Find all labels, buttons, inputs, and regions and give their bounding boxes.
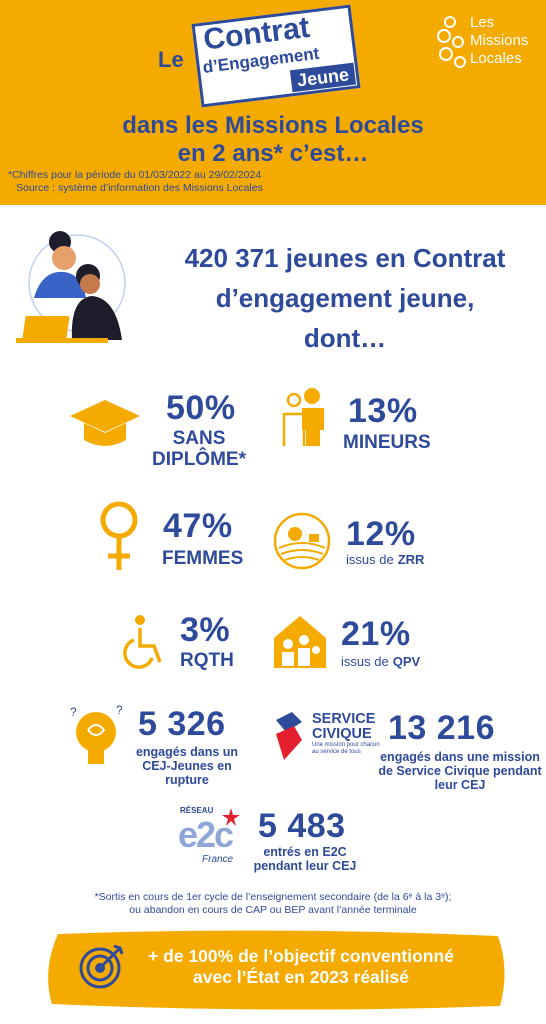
svg-text:?: ?	[70, 705, 77, 719]
e2c-star	[222, 808, 240, 826]
icon-rural	[273, 512, 331, 570]
note-line: Source : système d’information des Missi…	[16, 182, 263, 194]
footnote-line: *Sortis en cours de 1er cycle de l’ensei…	[94, 891, 452, 903]
subtitle: dans les Missions Locales en 2 ans* c’es…	[0, 112, 546, 168]
stat-label: issus de QPV	[341, 654, 420, 670]
logo-line: e2c	[178, 814, 234, 855]
intro-line: 420 371 jeunes en Contrat	[184, 243, 506, 273]
stat-value: 5 483	[258, 807, 346, 845]
icon-female	[100, 501, 138, 570]
subtitle-line: dans les Missions Locales	[122, 112, 424, 139]
stat-value: 13%	[348, 392, 418, 430]
icon-graduation	[70, 400, 140, 446]
logo-line: au service de tous	[312, 749, 361, 755]
stat-label-line: DIPLÔME*	[152, 449, 246, 470]
stat-label-line: RQTH	[180, 650, 234, 671]
footnote-line: ou abandon en cours de CAP ou BEP avant …	[129, 904, 417, 916]
note-line: *Chiffres pour la période du 01/03/2022 …	[8, 169, 262, 181]
stat-label: SANS DIPLÔME*	[146, 428, 252, 470]
stat-label-prefix: issus de	[341, 654, 389, 669]
illustration	[16, 231, 126, 343]
stat-label: engagés dans une mission de Service Civi…	[378, 750, 542, 792]
banner-text: + de 100% de l’objectif conventionné ave…	[128, 946, 474, 988]
icon-brain-bulb: ??	[70, 703, 123, 764]
logo-line: Une mission pour chacun	[312, 742, 380, 748]
icon-minors	[282, 388, 324, 446]
logo-line: RÉSEAU	[180, 806, 214, 815]
stat-label-line: engagés dans une mission	[380, 750, 540, 764]
logo-line: France	[202, 854, 234, 865]
stat-value: 13 216	[388, 709, 495, 747]
stat-label-line: engagés dans un	[135, 745, 239, 759]
stat-label: engagés dans un CEJ-Jeunes en rupture	[134, 745, 240, 787]
e2c-logo: RÉSEAU e2c France	[176, 806, 246, 870]
stat-value: 50%	[166, 389, 236, 427]
logo-line: CIVIQUE	[312, 726, 372, 742]
stat-label-line: rupture	[165, 773, 209, 787]
stat-value: 5 326	[138, 705, 226, 743]
stat-label-strong: ZRR	[397, 552, 425, 567]
header-le: Le	[158, 47, 184, 72]
intro-line: d’engagement jeune,	[215, 283, 475, 313]
intro: 420 371 jeunes en Contrat d’engagement j…	[155, 238, 535, 358]
stat-label-line: CEJ-Jeunes en	[142, 759, 232, 773]
banner-shape	[48, 930, 505, 1010]
stat-label-strong: QPV	[392, 654, 421, 669]
banner-line: + de 100% de l’objectif conventionné	[148, 946, 454, 966]
logo-line: Missions	[470, 32, 529, 49]
stat-label-line: leur CEJ	[434, 778, 486, 792]
stat-value: 12%	[346, 515, 416, 553]
logo-line: Locales	[470, 50, 522, 67]
stat-label: issus de ZRR	[346, 552, 424, 568]
svg-text:?: ?	[116, 703, 123, 717]
subtitle-line: en 2 ans* c’est…	[177, 140, 369, 167]
stat-label-line: pendant leur CEJ	[253, 859, 357, 873]
stat-label-line: SANS	[172, 428, 226, 449]
stat-value: 47%	[163, 507, 233, 545]
icon-disability	[123, 615, 162, 669]
stat-label: entrés en E2C pendant leur CEJ	[250, 845, 360, 873]
header-notes: *Chiffres pour la période du 01/03/2022 …	[8, 169, 263, 195]
intro-line: dont…	[303, 323, 387, 353]
icon-neighbourhood	[274, 616, 326, 668]
logo-icon	[437, 16, 466, 68]
stat-label-line: entrés en E2C	[263, 845, 347, 859]
logo-line: SERVICE	[312, 711, 376, 727]
service-civique-logo: SERVICE CIVIQUE Une mission pour chacun …	[312, 712, 380, 756]
stat-label-line: FEMMES	[162, 548, 244, 569]
stat-label-line: de Service Civique pendant	[378, 764, 542, 778]
footnote: *Sortis en cours de 1er cycle de l’ensei…	[0, 891, 546, 917]
stat-label-prefix: issus de	[346, 552, 394, 567]
stat-value: 21%	[341, 615, 411, 653]
logo-line: Les	[470, 14, 495, 31]
stat-label-line: MINEURS	[343, 432, 431, 453]
icon-target	[79, 944, 124, 989]
banner-line: avec l’État en 2023 réalisé	[193, 967, 409, 987]
logo-text: Les Missions Locales	[470, 14, 528, 68]
service-civique-icon	[276, 712, 302, 760]
stat-value: 3%	[180, 611, 231, 649]
